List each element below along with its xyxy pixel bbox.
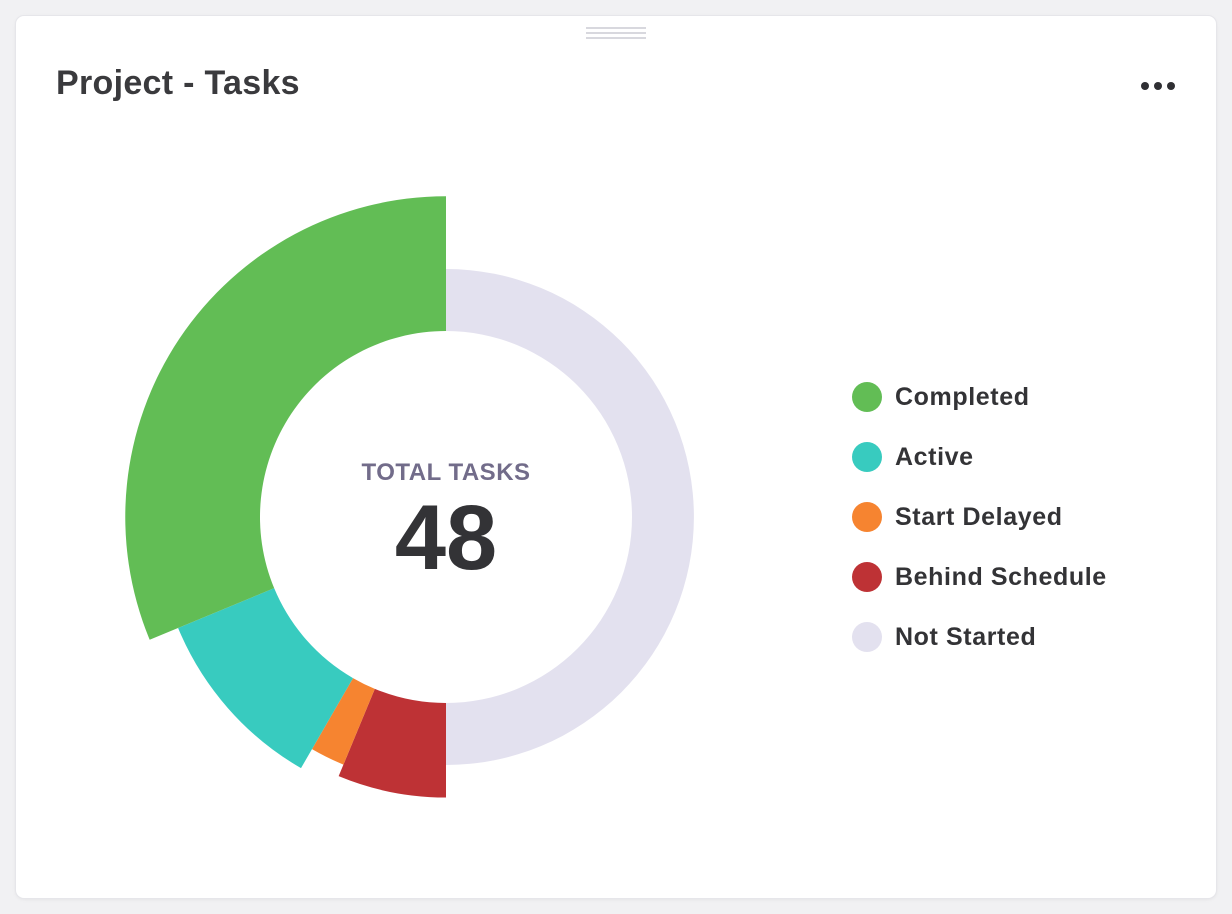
slice-start-delayed[interactable] [312, 678, 375, 765]
more-options-button[interactable] [1134, 72, 1182, 100]
legend-swatch [852, 502, 882, 532]
slice-not-started[interactable] [446, 269, 694, 765]
slice-active[interactable] [178, 588, 353, 769]
legend-swatch [852, 622, 882, 652]
tasks-donut-chart [125, 196, 694, 798]
legend-swatch [852, 382, 882, 412]
legend-label: Active [895, 442, 974, 471]
total-tasks-value: 48 [394, 487, 498, 589]
chart-legend: Completed Active Start Delayed Behind Sched… [852, 382, 1107, 682]
slice-behind-schedule[interactable] [338, 688, 446, 798]
legend-item-completed[interactable]: Completed [852, 382, 1107, 412]
legend-label: Start Delayed [895, 502, 1063, 531]
more-dots-icon [1141, 82, 1149, 90]
legend-item-not-started[interactable]: Not Started [852, 622, 1107, 652]
legend-label: Not Started [895, 622, 1037, 651]
legend-label: Behind Schedule [895, 562, 1107, 591]
legend-swatch [852, 442, 882, 472]
legend-item-active[interactable]: Active [852, 442, 1107, 472]
legend-label: Completed [895, 382, 1030, 411]
widget-title: Project - Tasks [56, 64, 300, 102]
legend-item-behind-schedule[interactable]: Behind Schedule [852, 562, 1107, 592]
project-tasks-widget: Project - Tasks TOTAL TASKS 48 Completed… [16, 16, 1216, 898]
legend-swatch [852, 562, 882, 592]
legend-item-start-delayed[interactable]: Start Delayed [852, 502, 1107, 532]
total-tasks-label: TOTAL TASKS [361, 459, 531, 486]
slice-completed[interactable] [125, 196, 447, 640]
drag-handle[interactable] [586, 27, 646, 41]
